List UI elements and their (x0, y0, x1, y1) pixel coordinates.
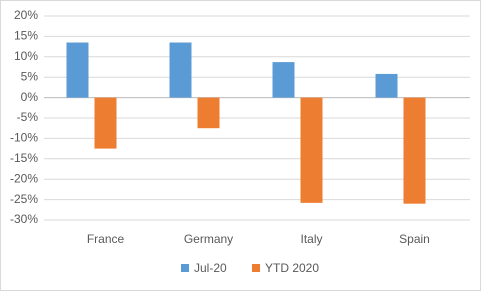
bar (169, 42, 192, 98)
x-tick-label: France (87, 232, 125, 246)
y-tick-label: -5% (17, 110, 39, 124)
y-tick-label: -25% (10, 192, 38, 206)
x-tick-label: Spain (399, 232, 430, 246)
bar (300, 97, 323, 203)
legend-label: Jul-20 (194, 261, 227, 275)
y-tick-label: 5% (21, 69, 39, 83)
y-tick-label: -30% (10, 212, 38, 226)
y-tick-label: -10% (10, 131, 38, 145)
y-tick-label: -15% (10, 151, 38, 165)
y-tick-label: 10% (14, 49, 38, 63)
legend-label: YTD 2020 (265, 261, 319, 275)
bar (403, 97, 426, 204)
y-tick-label: 0% (21, 90, 39, 104)
legend-swatch (181, 264, 189, 272)
x-tick-label: Italy (300, 232, 322, 246)
bar (66, 42, 89, 98)
bar (94, 97, 117, 149)
bar (375, 73, 398, 98)
x-tick-label: Germany (184, 232, 233, 246)
bar (197, 97, 220, 129)
legend-swatch (252, 264, 260, 272)
y-tick-label: 15% (14, 29, 38, 43)
y-tick-label: 20% (14, 8, 38, 22)
y-tick-label: -20% (10, 171, 38, 185)
bar (272, 62, 295, 98)
